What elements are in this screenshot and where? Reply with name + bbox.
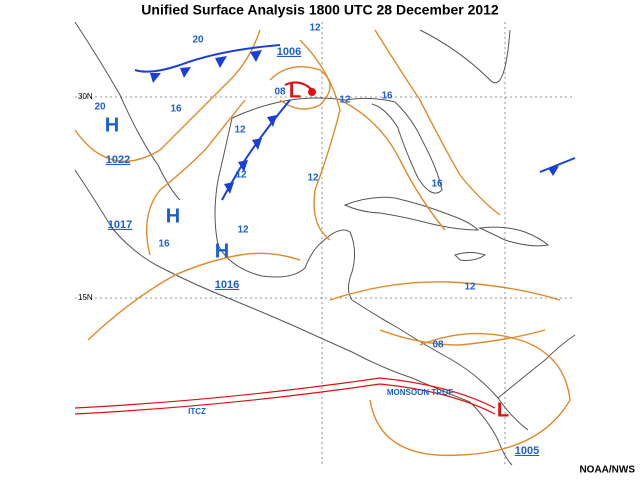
low-center: L <box>289 80 301 102</box>
isobar-label: 12 <box>309 23 321 34</box>
isobar-label: 20 <box>192 35 204 46</box>
pressure-value: 1016 <box>215 279 239 291</box>
monsoon-label: MONSOON TROF <box>387 388 453 397</box>
graticule <box>75 22 575 465</box>
high-center: H <box>215 240 229 262</box>
isobar-label: 12 <box>339 95 351 106</box>
itcz <box>74 377 496 415</box>
fronts <box>134 44 576 201</box>
isobar-label: 12 <box>235 170 247 181</box>
isobar-label: 12 <box>234 125 246 136</box>
coastlines <box>74 21 576 466</box>
latitude-label: 15N <box>78 293 93 302</box>
pressure-value: 1005 <box>515 445 539 457</box>
isobar-label: 08 <box>274 87 286 98</box>
isobar-label: 12 <box>464 282 476 293</box>
high-center: H <box>105 114 119 136</box>
isobar-label: 16 <box>170 104 182 115</box>
low-center: L <box>497 399 509 421</box>
pressure-value: 1022 <box>106 154 130 166</box>
isobar-label: 20 <box>94 102 106 113</box>
credit: NOAA/NWS <box>579 465 635 476</box>
pressure-value: 1017 <box>108 219 132 231</box>
isobars <box>74 29 571 457</box>
map-title: Unified Surface Analysis 1800 UTC 28 Dec… <box>141 2 499 18</box>
pressure-value: 1006 <box>277 46 301 58</box>
high-center: H <box>166 205 180 227</box>
isobar-label: 16 <box>381 91 393 102</box>
isobar-label: 16 <box>431 179 443 190</box>
isobar-label: 16 <box>158 239 170 250</box>
isobar-label: 08 <box>432 340 444 351</box>
latitude-label: 30N <box>78 92 93 101</box>
isobar-label: 12 <box>307 173 319 184</box>
itcz-label: ITCZ <box>188 407 206 416</box>
isobar-label: 12 <box>237 225 249 236</box>
